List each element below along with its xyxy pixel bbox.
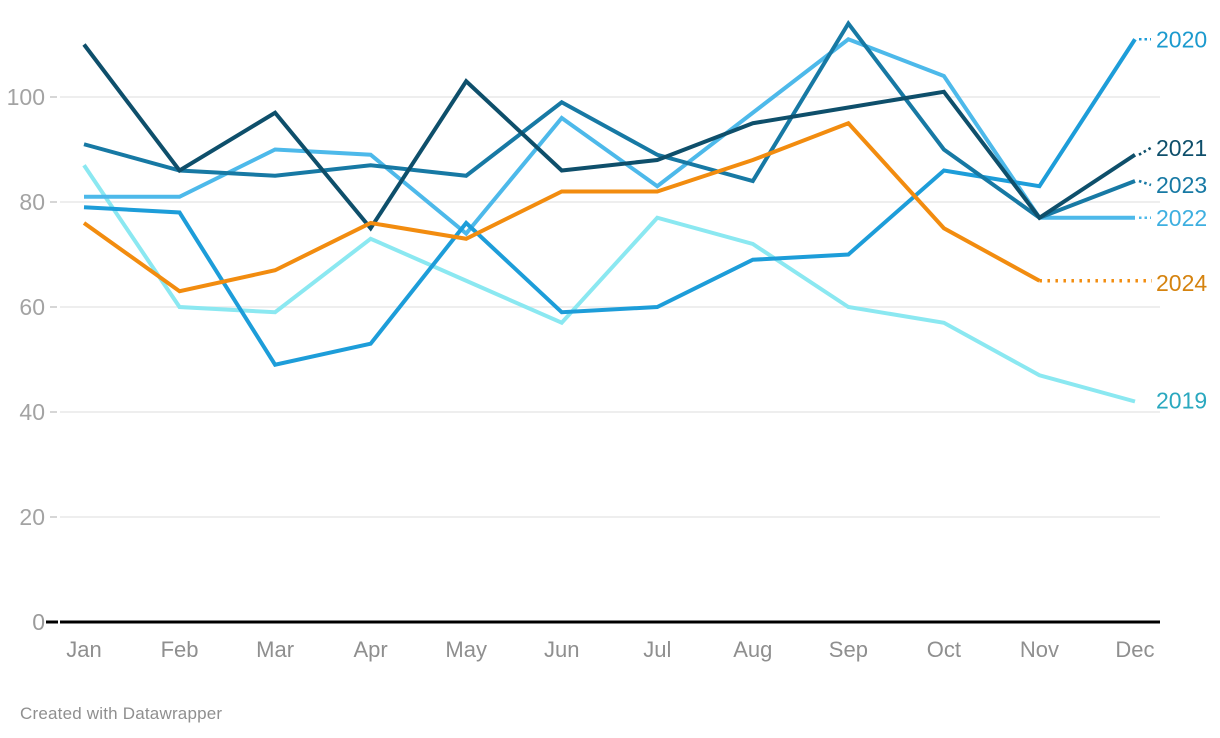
series-line-2019[interactable] (82, 164, 1136, 404)
series-line-2023[interactable] (83, 19, 1136, 221)
series-line-2021[interactable] (82, 43, 1137, 232)
x-axis-label-jul: Jul (643, 637, 671, 662)
y-axis-label: 80 (19, 189, 45, 215)
y-axis-label: 20 (19, 504, 45, 530)
label-connector-2023 (1138, 179, 1152, 187)
series-label-2023: 2023 (1156, 172, 1207, 198)
x-axis-label-oct: Oct (927, 637, 961, 662)
series-line-2024[interactable] (82, 120, 1041, 294)
x-axis-label-feb: Feb (161, 637, 199, 662)
y-axis-label: 40 (19, 399, 45, 425)
x-axis-label-dec: Dec (1115, 637, 1154, 662)
series-label-2024: 2024 (1156, 270, 1207, 296)
y-axis-label: 100 (7, 84, 45, 110)
series-label-2021: 2021 (1156, 135, 1207, 161)
x-axis-label-may: May (445, 637, 487, 662)
x-axis-label-jan: Jan (66, 637, 101, 662)
y-axis-label: 60 (19, 294, 45, 320)
x-axis-label-sep: Sep (829, 637, 868, 662)
series-label-2022: 2022 (1156, 205, 1207, 231)
x-axis-label-nov: Nov (1020, 637, 1059, 662)
x-axis-label-mar: Mar (256, 637, 294, 662)
series-line-2022[interactable] (84, 36, 1135, 237)
series-label-2020: 2020 (1156, 26, 1207, 52)
x-axis-label-apr: Apr (354, 637, 388, 662)
x-axis-label-jun: Jun (544, 637, 579, 662)
x-axis-label-aug: Aug (733, 637, 772, 662)
y-axis-label: 0 (32, 609, 45, 635)
series-line-2020[interactable] (83, 38, 1137, 368)
datawrapper-credit-link[interactable]: Created with Datawrapper (20, 704, 223, 723)
series-label-2019: 2019 (1156, 388, 1207, 414)
label-connector-2021 (1138, 146, 1152, 156)
